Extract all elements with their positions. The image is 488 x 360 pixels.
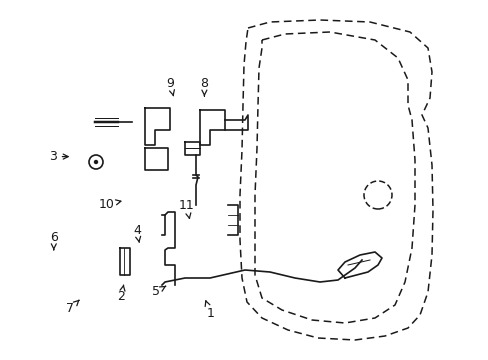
Text: 1: 1 <box>205 301 214 320</box>
Text: 11: 11 <box>179 199 194 219</box>
Text: 8: 8 <box>200 77 208 96</box>
Text: 9: 9 <box>166 77 174 96</box>
Text: 10: 10 <box>99 198 121 211</box>
Text: 5: 5 <box>152 285 165 298</box>
Text: 4: 4 <box>133 224 141 243</box>
Text: 2: 2 <box>117 285 125 303</box>
Text: 6: 6 <box>50 231 58 250</box>
Text: 3: 3 <box>49 150 68 163</box>
Text: 7: 7 <box>66 300 79 315</box>
Circle shape <box>94 161 97 163</box>
